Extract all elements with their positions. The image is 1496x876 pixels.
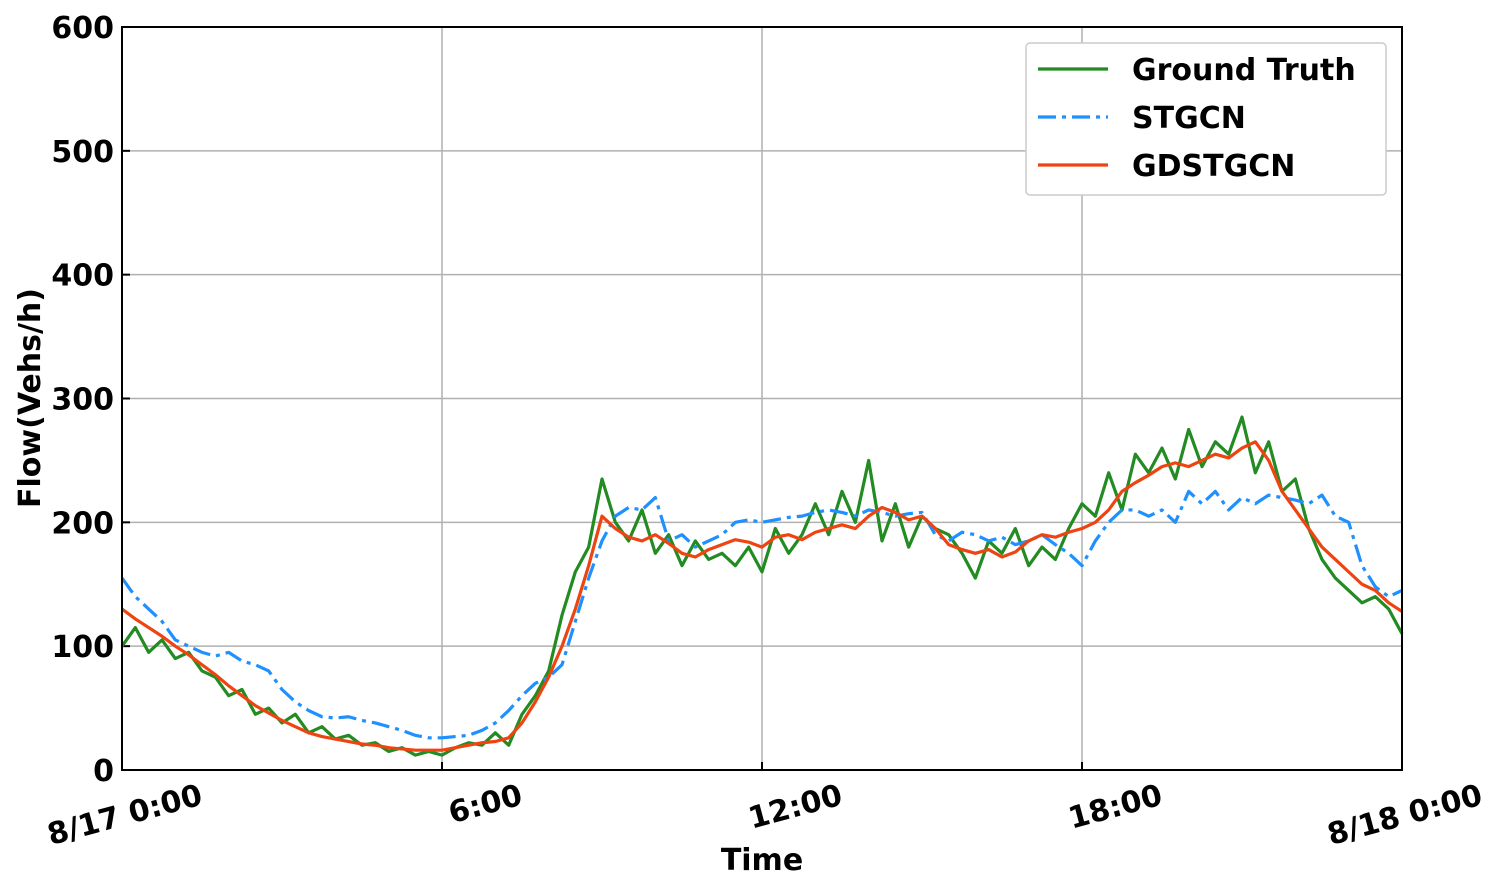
y-tick-label: 600 — [51, 11, 114, 46]
y-tick-label: 100 — [51, 630, 114, 665]
x-tick-label: 6:00 — [445, 778, 526, 831]
legend-label: Ground Truth — [1132, 53, 1356, 88]
x-tick-label: 18:00 — [1065, 778, 1166, 837]
plot-frame — [121, 26, 1403, 771]
y-tick-label: 200 — [51, 506, 114, 541]
series-line — [121, 440, 1403, 752]
y-tick-label: 400 — [51, 259, 114, 294]
x-tick-label: 12:00 — [745, 778, 846, 837]
legend-label: STGCN — [1132, 101, 1246, 136]
series-line — [120, 489, 1403, 740]
y-tick-label: 300 — [51, 383, 114, 418]
x-axis-label: Time — [721, 843, 803, 876]
legend-label: GDSTGCN — [1132, 149, 1295, 184]
y-tick-label: 0 — [93, 754, 114, 789]
y-axis-label: Flow(Vehs/h) — [13, 288, 48, 508]
legend: Ground Truth STGCN GDSTGCN — [1025, 42, 1387, 196]
legend-box — [1025, 42, 1387, 196]
x-tick-label: 8/17 0:00 — [44, 778, 206, 853]
y-tick-label: 500 — [51, 135, 114, 170]
x-tick-label: 8/18 0:00 — [1324, 778, 1486, 853]
